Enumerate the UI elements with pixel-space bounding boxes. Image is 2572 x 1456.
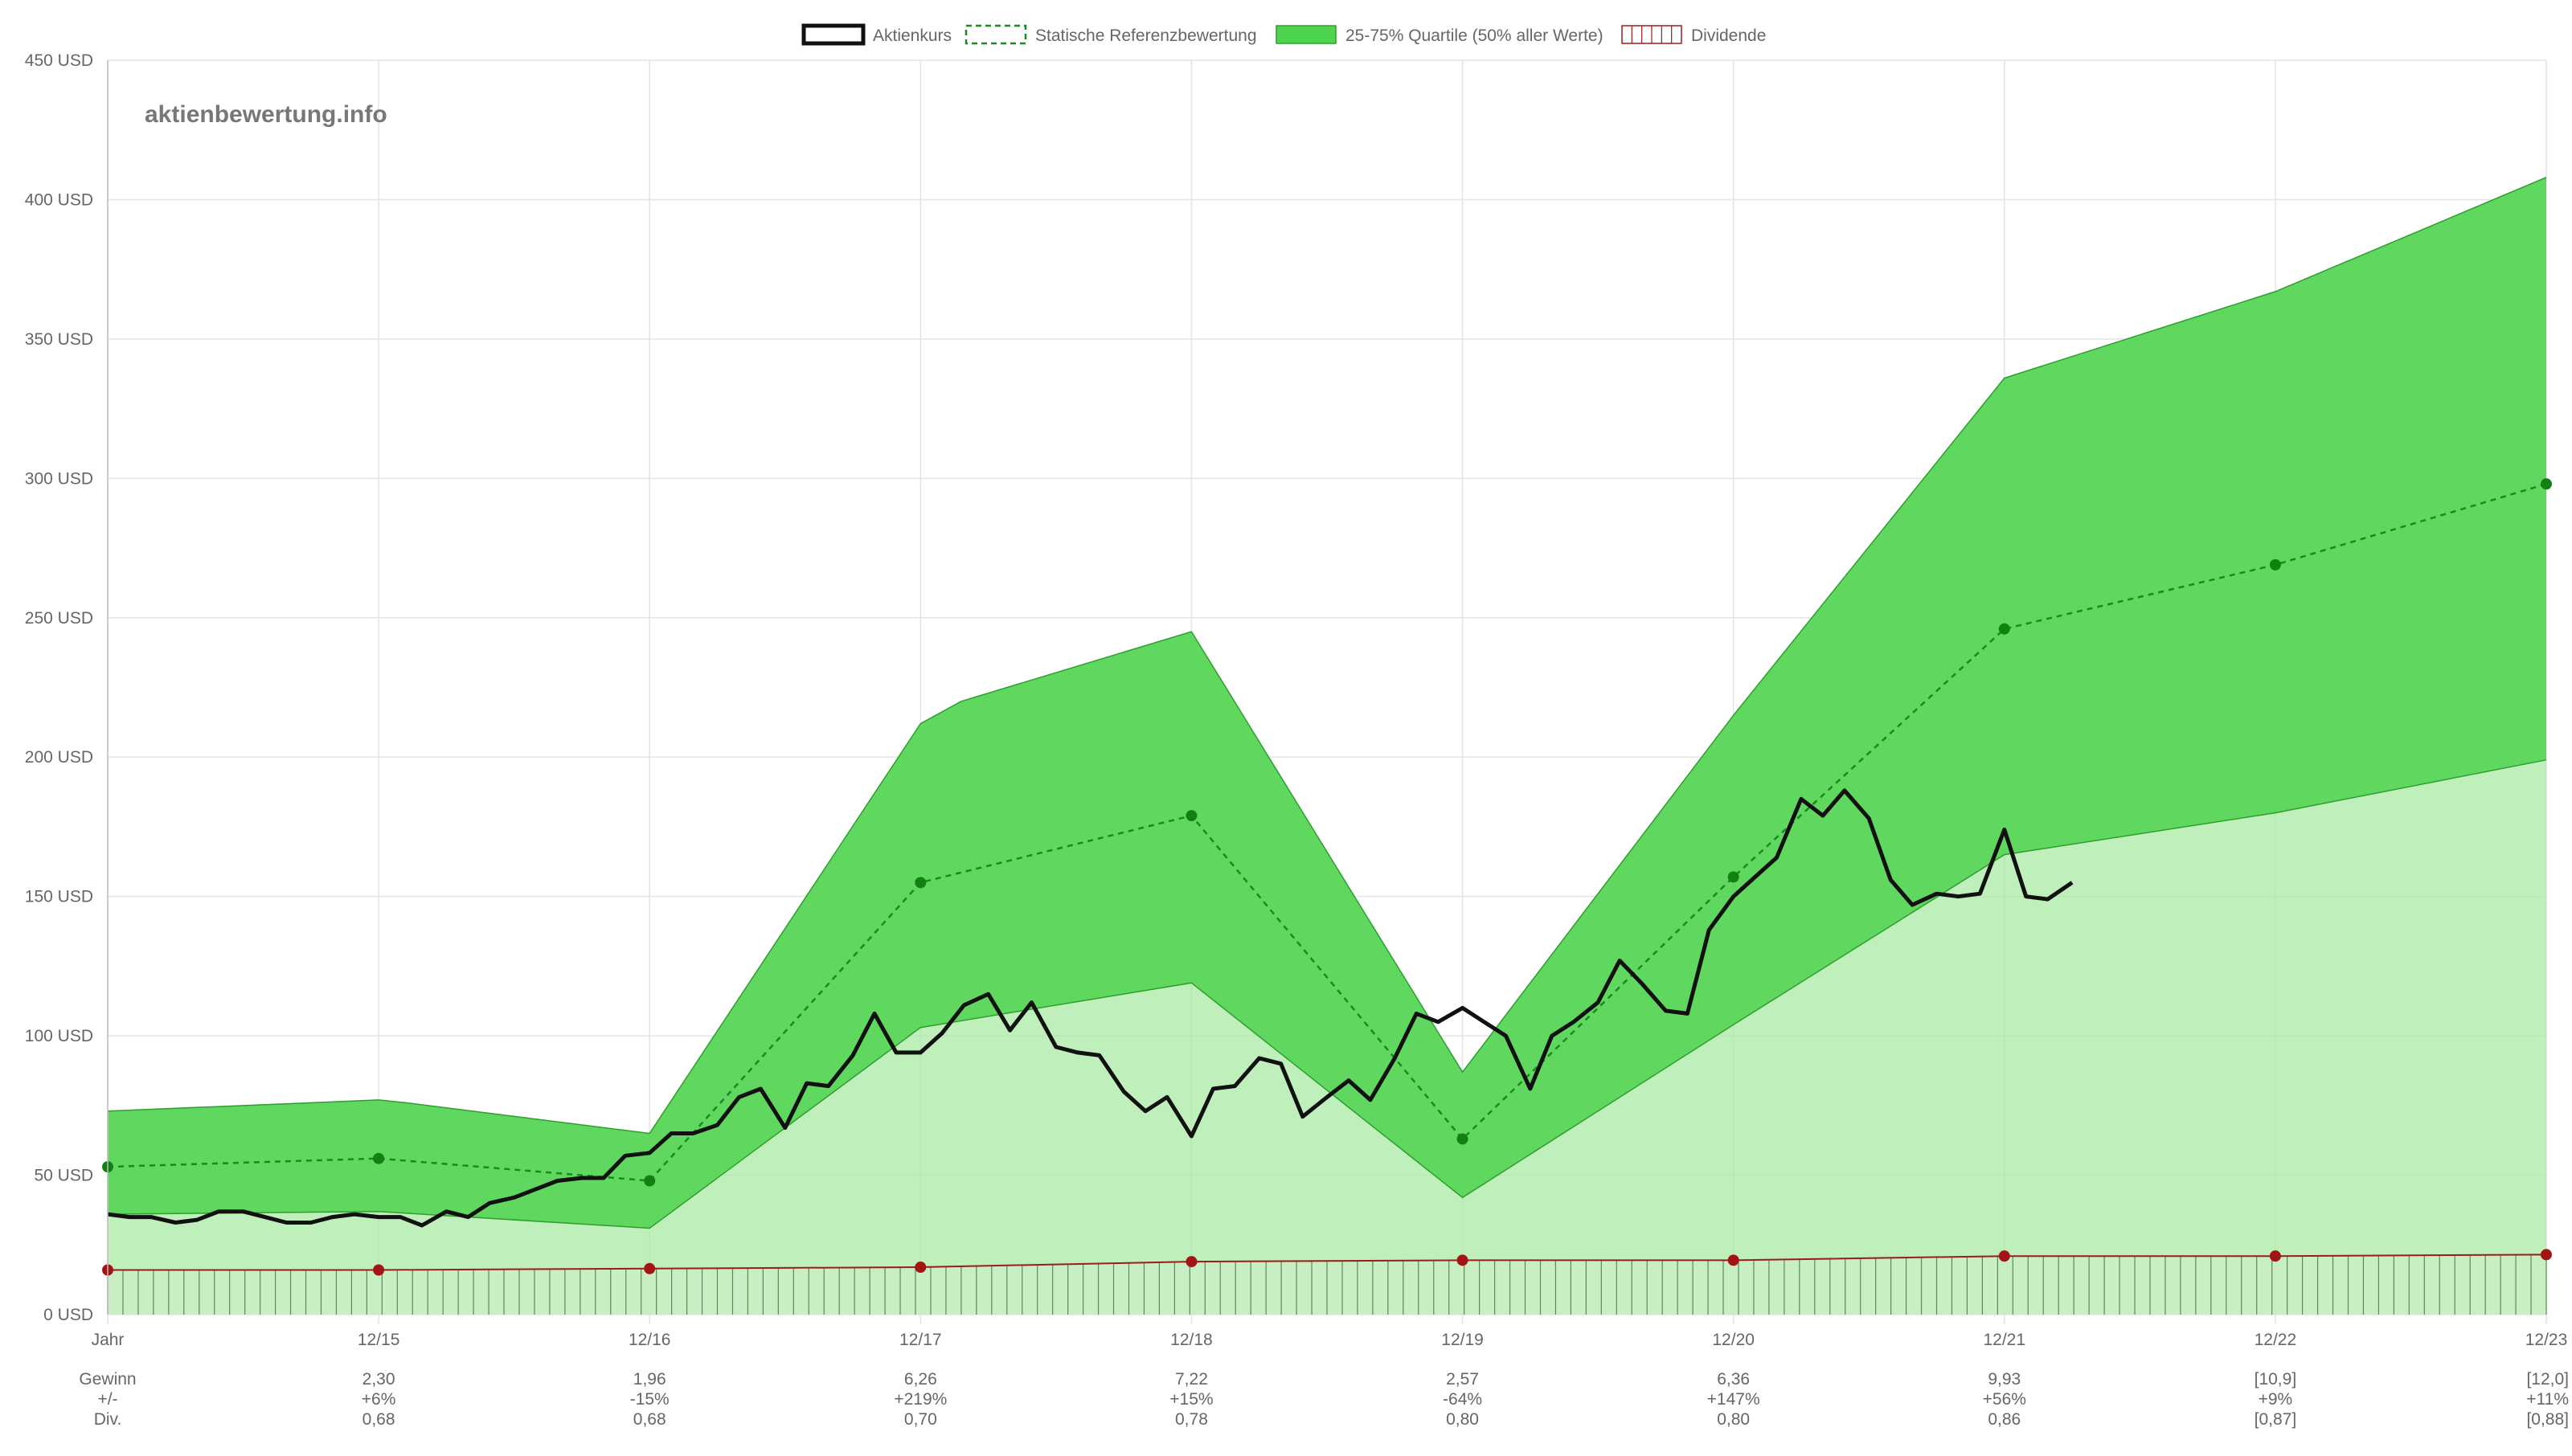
- y-tick-label: 350 USD: [25, 330, 93, 349]
- dividend-point: [1727, 1254, 1739, 1266]
- x-tick-label: 12/17: [899, 1331, 942, 1349]
- table-cell: 2,57: [1446, 1370, 1479, 1389]
- table-cell: +219%: [894, 1390, 947, 1409]
- table-cell: 0,70: [904, 1410, 937, 1429]
- y-tick-label: 300 USD: [25, 469, 93, 488]
- price-line: [107, 788, 2074, 1228]
- fundamentals-table: Gewinn+/-Div.2,30+6%0,681,96-15%0,686,26…: [79, 1370, 2569, 1429]
- legend-swatch-price: [801, 23, 866, 46]
- quartile-lower-line: [107, 759, 2547, 1229]
- x-tick-label: 12/22: [2255, 1331, 2297, 1349]
- table-cell: 0,86: [1988, 1410, 2021, 1429]
- legend-swatch-quartile: [1276, 25, 1337, 44]
- watermark-text: aktienbewertung.info: [145, 101, 387, 128]
- table-cell: 9,93: [1988, 1370, 2021, 1389]
- reference-point: [2269, 558, 2281, 571]
- legend-label: Statische Referenzbewertung: [1035, 27, 1257, 45]
- legend-item-referenz: Statische Referenzbewertung: [964, 24, 1257, 45]
- dividend-line: [108, 1254, 2547, 1271]
- table-cell: [0,88]: [2526, 1410, 2569, 1429]
- legend-label: Aktienkurs: [873, 27, 952, 45]
- quartile-band-lower-area: [108, 759, 2546, 1270]
- dividend-point: [644, 1262, 656, 1274]
- x-tick-label: 12/23: [2525, 1331, 2568, 1349]
- y-tick-label: 100 USD: [25, 1027, 93, 1045]
- reference-point: [1727, 871, 1739, 883]
- table-cell: 0,68: [633, 1410, 666, 1429]
- y-tick-label: 200 USD: [25, 748, 93, 767]
- table-row-label: +/-: [97, 1390, 117, 1409]
- table-cell: 0,78: [1175, 1410, 1208, 1429]
- table-cell: +147%: [1707, 1390, 1760, 1409]
- table-cell: [10,9]: [2255, 1370, 2297, 1389]
- table-cell: +56%: [1983, 1390, 2026, 1409]
- legend-item-aktienkurs: Aktienkurs: [801, 23, 952, 46]
- reference-point: [1998, 623, 2010, 635]
- table-cell: 1,96: [633, 1370, 666, 1389]
- x-tick-label: 12/21: [1983, 1331, 2025, 1349]
- x-tick-label: 12/16: [629, 1331, 671, 1349]
- legend: Aktienkurs Statische Referenzbewertung 25-…: [801, 23, 1766, 46]
- table-cell: +15%: [1169, 1390, 1213, 1409]
- legend-swatch-reference: [964, 24, 1027, 45]
- table-cell: -64%: [1443, 1390, 1482, 1409]
- reference-point: [2541, 478, 2552, 490]
- legend-label: 25-75% Quartile (50% aller Werte): [1345, 27, 1603, 45]
- axes: 0 USD 50 USD 100 USD 150 USD 200 USD 250 USD 3…: [25, 51, 2568, 1349]
- table-cell: +9%: [2259, 1390, 2293, 1409]
- reference-point: [1456, 1133, 1468, 1145]
- dividend-point: [1456, 1254, 1468, 1266]
- y-tick-label: 0 USD: [43, 1306, 93, 1324]
- price-series: [107, 788, 2074, 1228]
- reference-point: [1186, 810, 1198, 822]
- table-cell: 0,68: [362, 1410, 395, 1429]
- table-row-label: Div.: [94, 1410, 122, 1429]
- x-tick-label: 12/18: [1170, 1331, 1213, 1349]
- table-cell: +11%: [2526, 1390, 2569, 1409]
- reference-line: [107, 483, 2547, 1182]
- dividend-point: [915, 1262, 927, 1274]
- table-cell: -15%: [630, 1390, 670, 1409]
- reference-point: [644, 1175, 656, 1187]
- dividend-point: [1998, 1250, 2010, 1262]
- x-tick-label: Jahr: [92, 1331, 125, 1349]
- x-tick-label: 12/19: [1441, 1331, 1484, 1349]
- y-tick-label: 50 USD: [34, 1167, 93, 1185]
- dividend-point: [2269, 1250, 2281, 1262]
- table-row-label: Gewinn: [79, 1370, 136, 1389]
- y-tick-label: 150 USD: [25, 888, 93, 906]
- table-cell: 7,22: [1175, 1370, 1208, 1389]
- reference-point: [373, 1152, 385, 1164]
- y-tick-label: 400 USD: [25, 190, 93, 209]
- table-cell: [0,87]: [2255, 1410, 2297, 1429]
- legend-label: Dividende: [1691, 27, 1766, 45]
- reference-point: [915, 877, 927, 889]
- table-cell: +6%: [362, 1390, 396, 1409]
- table-cell: 6,26: [904, 1370, 937, 1389]
- dividend-series: [102, 1249, 2552, 1315]
- table-cell: 6,36: [1717, 1370, 1750, 1389]
- legend-item-quartile: 25-75% Quartile (50% aller Werte): [1276, 25, 1603, 45]
- legend-item-dividende: Dividende: [1621, 25, 1766, 45]
- quartile-upper-line: [107, 177, 2547, 1135]
- y-tick-label: 250 USD: [25, 609, 93, 628]
- dividend-point: [373, 1264, 385, 1276]
- table-cell: 2,30: [362, 1370, 395, 1389]
- dividend-point: [1186, 1256, 1198, 1268]
- x-tick-label: 12/15: [358, 1331, 400, 1349]
- y-tick-label: 450 USD: [25, 51, 93, 70]
- quartile-band-upper-area: [108, 177, 2546, 1229]
- dividend-point: [2541, 1249, 2552, 1261]
- table-cell: 0,80: [1446, 1410, 1479, 1429]
- quartile-band: [107, 177, 2547, 1270]
- table-cell: 0,80: [1717, 1410, 1750, 1429]
- table-cell: [12,0]: [2526, 1370, 2569, 1389]
- x-tick-label: 12/20: [1712, 1331, 1755, 1349]
